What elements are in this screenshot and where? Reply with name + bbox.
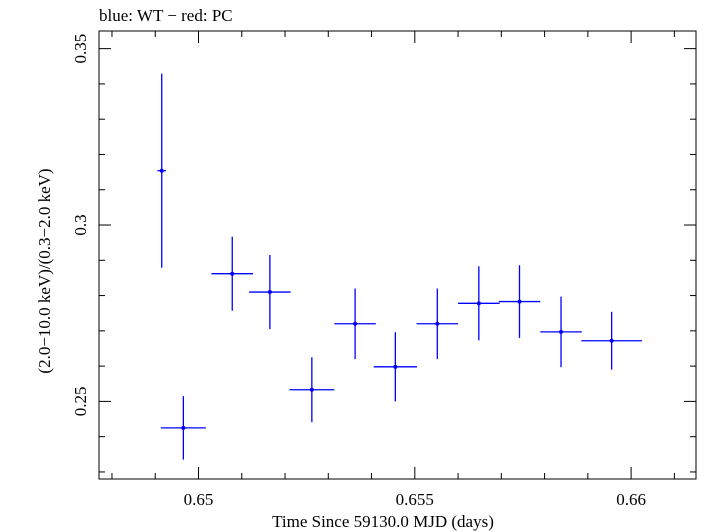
y-tick-label: 0.25 <box>71 387 90 417</box>
data-point <box>289 357 335 423</box>
y-tick-label: 0.3 <box>71 214 90 235</box>
point-marker <box>230 271 235 276</box>
point-marker <box>267 290 272 295</box>
data-point <box>498 265 541 338</box>
y-axis-ticks: 0.25 0.3 0.35 <box>71 34 696 473</box>
data-point <box>373 332 417 402</box>
point-marker <box>517 299 522 304</box>
point-marker <box>309 387 314 392</box>
data-series <box>157 73 642 460</box>
data-point <box>160 396 206 460</box>
data-point <box>581 311 642 370</box>
data-point <box>540 296 582 368</box>
x-tick-label: 0.655 <box>396 490 434 509</box>
point-marker <box>435 321 440 326</box>
y-axis-label: (2.0−10.0 keV)/(0.3−2.0 keV) <box>35 168 54 373</box>
point-marker <box>476 301 481 306</box>
data-point <box>157 73 167 268</box>
data-point <box>416 288 459 360</box>
data-point <box>249 255 291 330</box>
plot-frame <box>98 30 697 480</box>
point-marker <box>559 329 564 334</box>
point-marker <box>353 321 358 326</box>
point-marker <box>181 425 186 430</box>
data-point <box>458 266 500 341</box>
x-axis-label: Time Since 59130.0 MJD (days) <box>272 512 494 531</box>
point-marker <box>159 168 164 173</box>
y-tick-label: 0.35 <box>71 34 90 64</box>
x-tick-label: 0.66 <box>616 490 646 509</box>
point-marker <box>393 364 398 369</box>
x-axis-ticks: 0.65 0.655 0.66 <box>111 31 675 509</box>
data-point <box>211 236 254 311</box>
point-marker <box>609 338 614 343</box>
data-point <box>334 288 376 360</box>
chart-title: blue: WT − red: PC <box>99 6 233 25</box>
x-tick-label: 0.65 <box>184 490 214 509</box>
